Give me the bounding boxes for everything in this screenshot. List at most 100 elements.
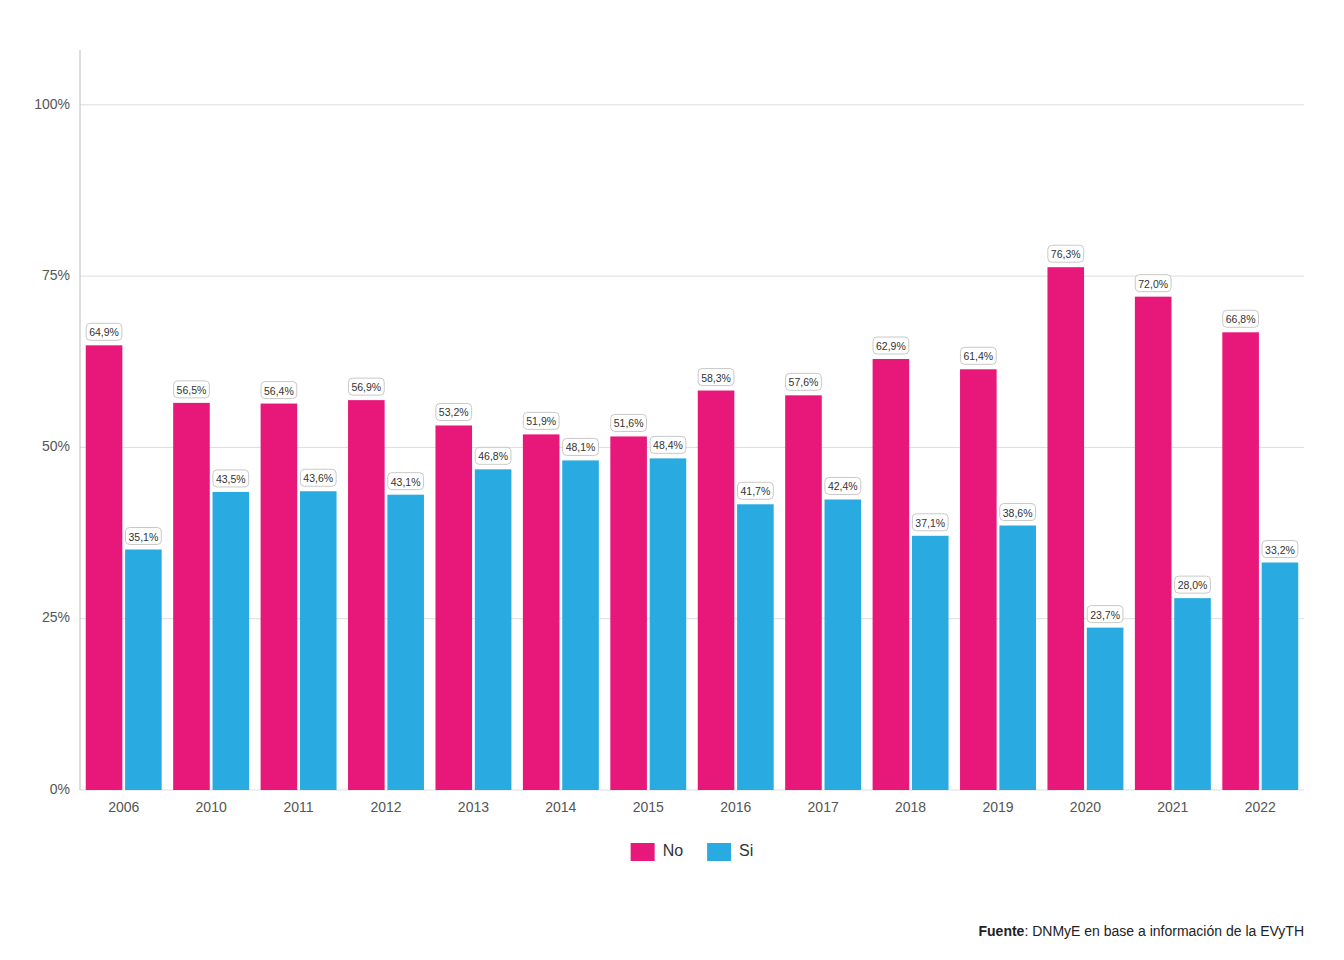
grid-line	[80, 276, 1304, 277]
data-label-text: 43,1%	[391, 476, 421, 488]
data-label-text: 41,7%	[740, 485, 770, 497]
y-tick-label: 0%	[50, 781, 70, 797]
data-label-text: 48,4%	[653, 439, 683, 451]
data-label-box	[611, 414, 647, 431]
data-label-box	[912, 514, 948, 531]
data-label-text: 33,2%	[1265, 544, 1295, 556]
x-tick-label: 2022	[1245, 799, 1276, 815]
x-tick-label: 2011	[284, 799, 314, 815]
data-label: 56,9%	[348, 378, 384, 395]
data-label-box	[650, 436, 686, 453]
data-label-text: 58,3%	[701, 372, 731, 384]
data-label-text: 38,6%	[1003, 507, 1033, 519]
data-label-box	[1175, 576, 1211, 593]
bar	[562, 460, 599, 790]
legend-swatch	[707, 843, 731, 861]
x-tick-label: 2018	[895, 799, 926, 815]
data-label: 33,2%	[1262, 541, 1298, 558]
grid-line	[80, 104, 1304, 105]
data-label-box	[1135, 275, 1171, 292]
data-label: 58,3%	[698, 369, 734, 386]
data-label-box	[563, 438, 599, 455]
bar	[173, 403, 210, 790]
data-label-box	[737, 482, 773, 499]
data-label: 76,3%	[1048, 245, 1084, 262]
data-label-text: 53,2%	[439, 406, 469, 418]
legend-label: Si	[739, 842, 753, 859]
data-label: 43,1%	[388, 473, 424, 490]
data-label: 66,8%	[1223, 310, 1259, 327]
bar	[435, 425, 472, 790]
data-label-box	[300, 469, 336, 486]
data-label-box	[1048, 245, 1084, 262]
data-label-text: 76,3%	[1051, 248, 1081, 260]
source-text: : DNMyE en base a información de la EVyT…	[1024, 923, 1304, 939]
data-label-text: 35,1%	[128, 531, 158, 543]
data-label-text: 51,9%	[526, 415, 556, 427]
data-labels: 64,9%56,5%56,4%56,9%53,2%51,9%51,6%58,3%…	[86, 245, 1298, 622]
bar	[785, 395, 822, 790]
legend-item: No	[631, 842, 684, 861]
data-label: 43,6%	[300, 469, 336, 486]
y-tick-label: 25%	[42, 609, 70, 625]
data-label-text: 56,9%	[351, 381, 381, 393]
bar	[348, 400, 385, 790]
data-label-box	[698, 369, 734, 386]
data-label-box	[960, 347, 996, 364]
legend-label: No	[663, 842, 684, 859]
data-label: 51,9%	[523, 412, 559, 429]
data-label-box	[786, 373, 822, 390]
bar	[300, 491, 337, 790]
data-label-text: 37,1%	[915, 517, 945, 529]
data-label: 23,7%	[1087, 606, 1123, 623]
data-label-box	[213, 470, 249, 487]
data-label: 56,5%	[174, 381, 210, 398]
data-label-text: 48,1%	[566, 441, 596, 453]
y-tick-label: 50%	[42, 438, 70, 454]
bar	[125, 550, 162, 791]
data-label-box	[86, 323, 122, 340]
data-label-box	[1087, 606, 1123, 623]
data-label-text: 43,6%	[303, 472, 333, 484]
data-label: 51,6%	[611, 414, 647, 431]
data-label-box	[348, 378, 384, 395]
bar	[213, 492, 250, 790]
data-label-text: 57,6%	[789, 376, 819, 388]
bar	[387, 495, 424, 790]
bar	[1222, 332, 1259, 790]
data-label: 43,5%	[213, 470, 249, 487]
data-label-box	[388, 473, 424, 490]
legend-swatch	[631, 843, 655, 861]
bar	[873, 359, 910, 790]
x-tick-label: 2016	[720, 799, 751, 815]
bar	[1047, 267, 1084, 790]
data-label-box	[475, 447, 511, 464]
data-label-text: 43,5%	[216, 473, 246, 485]
bar	[1087, 628, 1124, 790]
bar	[475, 469, 512, 790]
bar	[698, 391, 735, 790]
data-label-text: 46,8%	[478, 450, 508, 462]
data-label-text: 23,7%	[1090, 609, 1120, 621]
y-axis-line	[80, 50, 81, 790]
x-tick-label: 2015	[633, 799, 664, 815]
data-label-box	[1262, 541, 1298, 558]
bar	[1135, 297, 1172, 790]
data-label-box	[1000, 504, 1036, 521]
x-tick-label: 2019	[982, 799, 1013, 815]
bar	[1174, 598, 1211, 790]
data-label-box	[261, 382, 297, 399]
data-label-text: 61,4%	[963, 350, 993, 362]
data-label: 48,4%	[650, 436, 686, 453]
source-text: Fuente	[979, 923, 1025, 939]
data-label: 64,9%	[86, 323, 122, 340]
bar	[1262, 563, 1299, 790]
data-label-text: 51,6%	[614, 417, 644, 429]
x-tick-label: 2006	[108, 799, 139, 815]
bar	[523, 434, 560, 790]
legend: No Si	[631, 842, 754, 861]
data-label: 28,0%	[1175, 576, 1211, 593]
data-label-box	[825, 477, 861, 494]
x-axis: 2006201020112012201320142015201620172018…	[108, 799, 1276, 815]
data-label: 48,1%	[563, 438, 599, 455]
